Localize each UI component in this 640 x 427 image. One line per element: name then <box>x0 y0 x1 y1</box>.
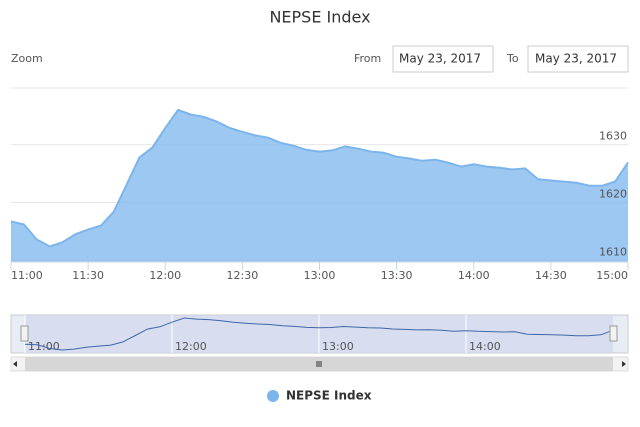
series-line <box>10 108 629 248</box>
y-tick-label: 1610 <box>599 245 627 258</box>
area-fill <box>11 110 628 262</box>
y-tick-label: 1630 <box>599 130 627 143</box>
navigator-handle-right[interactable] <box>609 325 618 342</box>
x-tick-label: 12:30 <box>227 269 259 282</box>
x-tick-label: 11:00 <box>11 269 43 282</box>
x-tick-label: 13:00 <box>304 269 336 282</box>
x-tick-label: 14:00 <box>458 269 490 282</box>
to-input[interactable] <box>527 45 629 73</box>
zoom-label: Zoom <box>11 52 43 65</box>
from-label: From <box>354 52 381 65</box>
x-tick-label: 12:00 <box>149 269 181 282</box>
x-tick-label: 15:00 <box>596 269 628 282</box>
x-tick-label: 11:30 <box>72 269 104 282</box>
x-tick-label: 13:30 <box>381 269 413 282</box>
from-input[interactable] <box>392 45 494 73</box>
navigator-tick-label: 13:00 <box>322 340 354 353</box>
to-label: To <box>506 52 519 65</box>
legend-label[interactable]: NEPSE Index <box>286 389 372 403</box>
scrollbar-grip <box>316 361 322 367</box>
legend-marker <box>267 390 279 402</box>
navigator-handle-left[interactable] <box>20 325 29 342</box>
navigator-series <box>24 317 614 351</box>
chart-title: NEPSE Index <box>269 8 370 27</box>
scroll-left-arrow[interactable] <box>13 361 17 367</box>
navigator-tick-label: 12:00 <box>175 340 207 353</box>
y-tick-label: 1620 <box>599 187 627 200</box>
navigator-tick-label: 14:00 <box>469 340 501 353</box>
to-date[interactable]: May 23, 2017 <box>535 52 617 66</box>
scroll-right-arrow[interactable] <box>622 361 626 367</box>
from-date[interactable]: May 23, 2017 <box>399 52 481 66</box>
x-tick-label: 14:30 <box>535 269 567 282</box>
